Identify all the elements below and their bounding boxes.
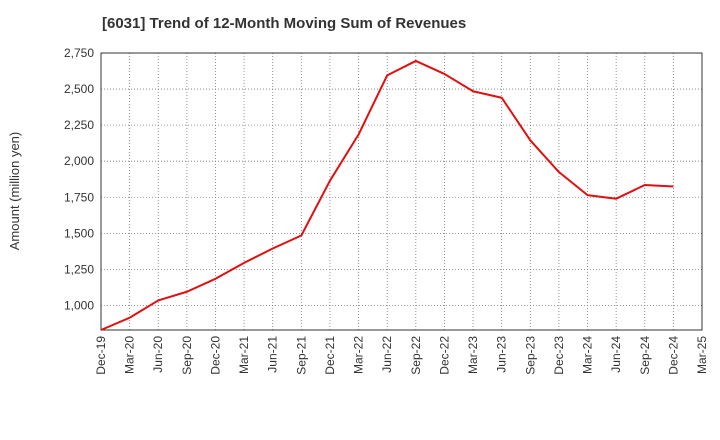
y-tick-label: 2,000 [64, 154, 94, 168]
x-tick-label: Sep-22 [409, 336, 423, 375]
y-tick-label: 2,750 [64, 46, 94, 60]
y-tick-label: 2,500 [64, 82, 94, 96]
x-tick-label: Jun-22 [380, 336, 394, 373]
x-tick-label: Mar-24 [581, 336, 595, 374]
series-group [100, 59, 674, 331]
x-tick-label: Jun-20 [151, 336, 165, 373]
x-tick-label: Mar-23 [466, 336, 480, 374]
y-tick-label: 1,250 [64, 262, 94, 276]
x-tick-label: Dec-22 [437, 336, 451, 375]
x-tick-label: Jun-21 [266, 336, 280, 373]
x-tick-label: Mar-20 [123, 336, 137, 374]
y-tick-label: 1,500 [64, 226, 94, 240]
y-axis-ticks: 1,000 1,250 1,500 1,750 2,000 2,250 2,500 2,750 [64, 46, 94, 312]
x-tick-label: Dec-19 [94, 336, 108, 375]
plot-frame [100, 52, 703, 331]
x-tick-label: Sep-21 [294, 336, 308, 375]
x-tick-label: Sep-24 [638, 336, 652, 375]
x-tick-label: Sep-23 [523, 336, 537, 375]
x-tick-label: Sep-20 [180, 336, 194, 375]
x-tick-label: Mar-25 [695, 336, 709, 374]
x-tick-label: Dec-23 [552, 336, 566, 375]
x-tick-label: Mar-21 [237, 336, 251, 374]
grid-lines [101, 53, 702, 330]
x-tick-label: Dec-20 [208, 336, 222, 375]
y-axis-label: Amount (million yen) [7, 132, 22, 251]
x-tick-label: Jun-24 [609, 336, 623, 373]
chart-title: [6031] Trend of 12-Month Moving Sum of R… [102, 15, 467, 32]
x-tick-label: Dec-21 [323, 336, 337, 375]
x-axis-ticks: Dec-19 Mar-20 Jun-20 Sep-20 Dec-20 Mar-21 Jun-… [94, 336, 709, 375]
y-tick-label: 1,000 [64, 298, 94, 312]
y-tick-label: 1,750 [64, 190, 94, 204]
x-tick-label: Dec-24 [666, 336, 680, 375]
x-tick-label: Mar-22 [352, 336, 366, 374]
y-tick-label: 2,250 [64, 118, 94, 132]
x-tick-label: Jun-23 [495, 336, 509, 373]
